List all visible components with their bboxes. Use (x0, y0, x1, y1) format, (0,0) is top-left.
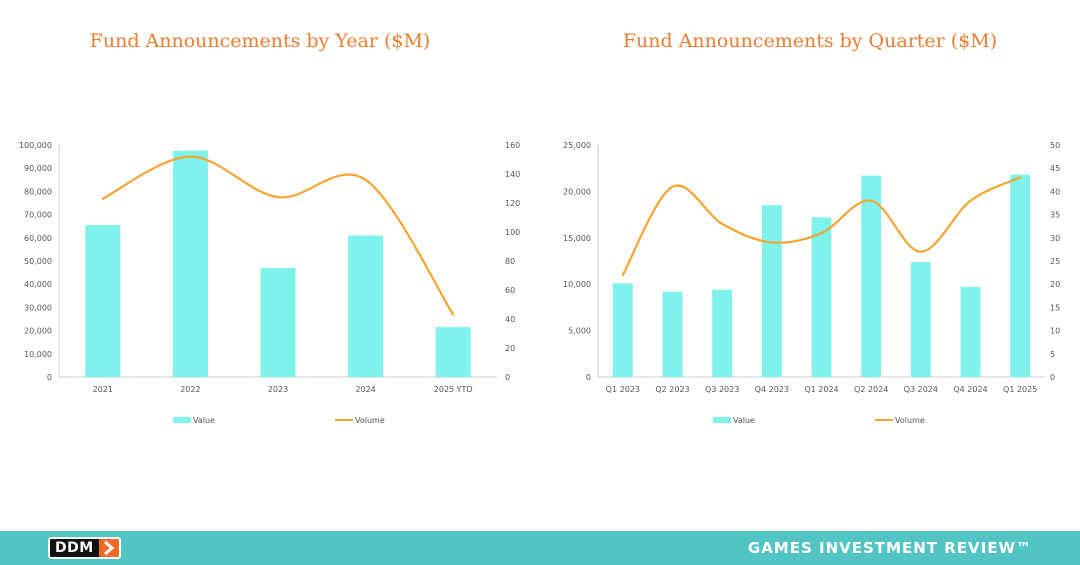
legend-volume-label: Volume (355, 416, 385, 425)
y-tick-right: 80 (505, 257, 515, 266)
bar-2025-ytd (435, 327, 471, 377)
bar-2022 (172, 150, 208, 377)
x-tick-label: Q1 2023 (606, 385, 640, 394)
footer-bar: DDM GAMES INVESTMENT REVIEW™ (0, 531, 1080, 565)
y-tick-left: 5,000 (568, 327, 591, 336)
x-tick-label: 2024 (355, 385, 375, 394)
y-tick-right: 35 (1050, 211, 1060, 220)
y-tick-right: 25 (1050, 257, 1060, 266)
chevron-right-icon (98, 539, 119, 557)
y-tick-left: 80,000 (24, 187, 52, 196)
y-tick-left: 90,000 (24, 164, 52, 173)
brand-name: GAMES INVESTMENT REVIEW™ (747, 539, 1032, 557)
bar-2021 (85, 225, 121, 377)
chart-year: 0 10,000 20,000 30,000 40,000 50,000 60,000 70,… (19, 141, 520, 425)
chart-quarter: 0 5,000 10,000 15,000 20,000 25,000 0 5 10 15 20 25… (563, 141, 1060, 425)
y-tick-left: 50,000 (24, 257, 52, 266)
y-tick-right: 40 (1050, 187, 1060, 196)
y-tick-left: 100,000 (19, 141, 52, 150)
y-tick-left: 60,000 (24, 234, 52, 243)
y-tick-right: 20 (1050, 280, 1060, 289)
bar-q3-2024 (910, 261, 931, 377)
x-tick-label: Q3 2024 (904, 385, 938, 394)
x-tick-label: 2025 YTD (434, 385, 473, 394)
y-tick-right: 160 (505, 141, 520, 150)
y-tick-left: 15,000 (563, 234, 591, 243)
y-tick-left: 20,000 (24, 327, 52, 336)
bar-2023 (260, 267, 296, 377)
bar-q1-2025 (1010, 174, 1031, 377)
legend-value-swatch (713, 417, 731, 423)
bar-q4-2023 (761, 205, 782, 377)
y-tick-left: 25,000 (563, 141, 591, 150)
legend-value-label: Value (733, 416, 755, 425)
x-tick-label: Q3 2023 (705, 385, 739, 394)
chart-title-year: Fund Announcements by Year ($M) (89, 30, 431, 52)
x-tick-label: 2021 (93, 385, 113, 394)
y-tick-left: 0 (47, 373, 52, 382)
bar-2024 (348, 235, 384, 377)
x-tick-label: Q2 2024 (854, 385, 888, 394)
legend-value-swatch (173, 417, 191, 423)
x-tick-label: Q4 2024 (953, 385, 987, 394)
y-tick-left: 70,000 (24, 211, 52, 220)
bar-q1-2024 (811, 217, 832, 377)
y-tick-right: 5 (1050, 350, 1055, 359)
bar-q3-2023 (712, 289, 733, 377)
x-tick-label: Q2 2023 (655, 385, 689, 394)
y-tick-left: 30,000 (24, 303, 52, 312)
bar-q1-2023 (612, 283, 633, 377)
bar-q2-2024 (861, 175, 882, 377)
ddm-logo: DDM (48, 537, 121, 559)
y-tick-left: 10,000 (24, 350, 52, 359)
y-tick-right: 50 (1050, 141, 1060, 150)
bar-q2-2023 (662, 291, 683, 377)
legend-volume-label: Volume (895, 416, 925, 425)
y-tick-right: 140 (505, 170, 520, 179)
x-tick-label: 2022 (180, 385, 200, 394)
y-tick-right: 120 (505, 199, 520, 208)
ddm-logo-text: DDM (50, 539, 99, 557)
y-tick-right: 100 (505, 228, 520, 237)
bar-q4-2024 (960, 286, 981, 377)
x-tick-label: Q1 2024 (804, 385, 838, 394)
y-tick-left: 20,000 (563, 187, 591, 196)
y-tick-left: 40,000 (24, 280, 52, 289)
y-tick-right: 30 (1050, 234, 1060, 243)
y-tick-right: 10 (1050, 327, 1060, 336)
y-tick-right: 40 (505, 315, 515, 324)
y-tick-right: 45 (1050, 164, 1060, 173)
y-tick-left: 0 (586, 373, 591, 382)
y-tick-right: 15 (1050, 303, 1060, 312)
x-tick-label: Q4 2023 (755, 385, 789, 394)
y-tick-right: 0 (1050, 373, 1055, 382)
x-tick-label: 2023 (268, 385, 288, 394)
chart-title-quarter: Fund Announcements by Quarter ($M) (622, 30, 998, 52)
y-tick-right: 60 (505, 286, 515, 295)
y-tick-right: 0 (505, 373, 510, 382)
x-tick-label: Q1 2025 (1003, 385, 1037, 394)
legend-value-label: Value (193, 416, 215, 425)
y-tick-left: 10,000 (563, 280, 591, 289)
y-tick-right: 20 (505, 344, 515, 353)
